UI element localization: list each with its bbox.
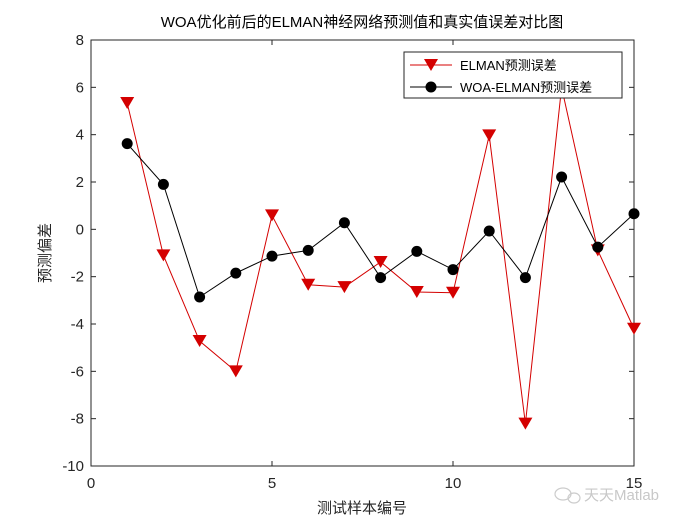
watermark-text: 天天Matlab xyxy=(584,487,659,504)
triangle-down-marker xyxy=(156,249,171,262)
chart-title: WOA优化前后的ELMAN神经网络预测值和真实值误差对比图 xyxy=(161,13,564,31)
legend-label-woa-elman: WOA-ELMAN预测误差 xyxy=(460,80,592,95)
triangle-down-icon xyxy=(424,59,438,71)
circle-marker xyxy=(194,291,206,303)
x-axis-ticks: 0 5 10 15 xyxy=(87,40,643,492)
plot-area xyxy=(90,39,635,467)
circle-marker xyxy=(628,208,640,220)
triangle-down-marker xyxy=(192,335,207,348)
y-tick-label: 0 xyxy=(76,221,84,238)
circle-marker xyxy=(375,272,387,284)
circle-marker xyxy=(447,264,459,276)
triangle-down-marker xyxy=(120,96,135,109)
x-axis-label: 测试样本编号 xyxy=(317,500,407,517)
triangle-down-marker xyxy=(409,286,424,299)
y-tick-label: -2 xyxy=(71,269,84,286)
legend-label-elman: ELMAN预测误差 xyxy=(460,58,557,73)
triangle-down-marker xyxy=(337,281,352,294)
circle-marker xyxy=(266,250,278,262)
circle-marker xyxy=(302,244,314,256)
y-tick-label: 8 xyxy=(76,32,84,49)
circle-marker xyxy=(230,267,242,279)
triangle-down-marker xyxy=(627,322,641,335)
triangle-down-marker xyxy=(301,278,316,291)
triangle-down-marker xyxy=(482,129,497,142)
series-layer xyxy=(120,81,641,430)
triangle-down-marker xyxy=(446,286,460,299)
y-axis-label: 预测偏差 xyxy=(37,223,54,283)
circle-marker xyxy=(411,245,423,257)
circle-marker xyxy=(592,241,604,253)
x-tick-label: 0 xyxy=(87,475,95,492)
circle-marker xyxy=(483,225,495,237)
y-tick-label: -6 xyxy=(71,363,84,380)
y-tick-label: 6 xyxy=(76,79,84,96)
y-tick-label: -8 xyxy=(71,411,84,428)
y-tick-label: 2 xyxy=(76,174,84,191)
triangle-down-marker xyxy=(518,417,533,430)
x-tick-label: 10 xyxy=(445,475,462,492)
circle-marker xyxy=(121,138,133,150)
y-tick-label: -4 xyxy=(71,316,84,333)
triangle-down-marker xyxy=(228,365,243,378)
x-tick-label: 5 xyxy=(268,475,276,492)
circle-marker xyxy=(519,272,531,284)
triangle-down-marker xyxy=(265,209,279,222)
circle-marker xyxy=(157,178,169,190)
legend: ELMAN预测误差 WOA-ELMAN预测误差 xyxy=(403,51,623,99)
wechat-icon xyxy=(554,487,581,504)
circle-marker xyxy=(338,217,350,229)
y-tick-label: -10 xyxy=(62,458,84,475)
series-1 xyxy=(121,138,640,303)
circle-marker xyxy=(556,171,568,183)
x-tick-label: 15 xyxy=(626,475,643,492)
circle-marker-icon xyxy=(425,81,437,93)
watermark: 天天Matlab xyxy=(554,487,659,504)
legend-box xyxy=(403,51,623,99)
triangle-down-marker xyxy=(373,255,388,268)
y-tick-label: 4 xyxy=(76,127,84,144)
